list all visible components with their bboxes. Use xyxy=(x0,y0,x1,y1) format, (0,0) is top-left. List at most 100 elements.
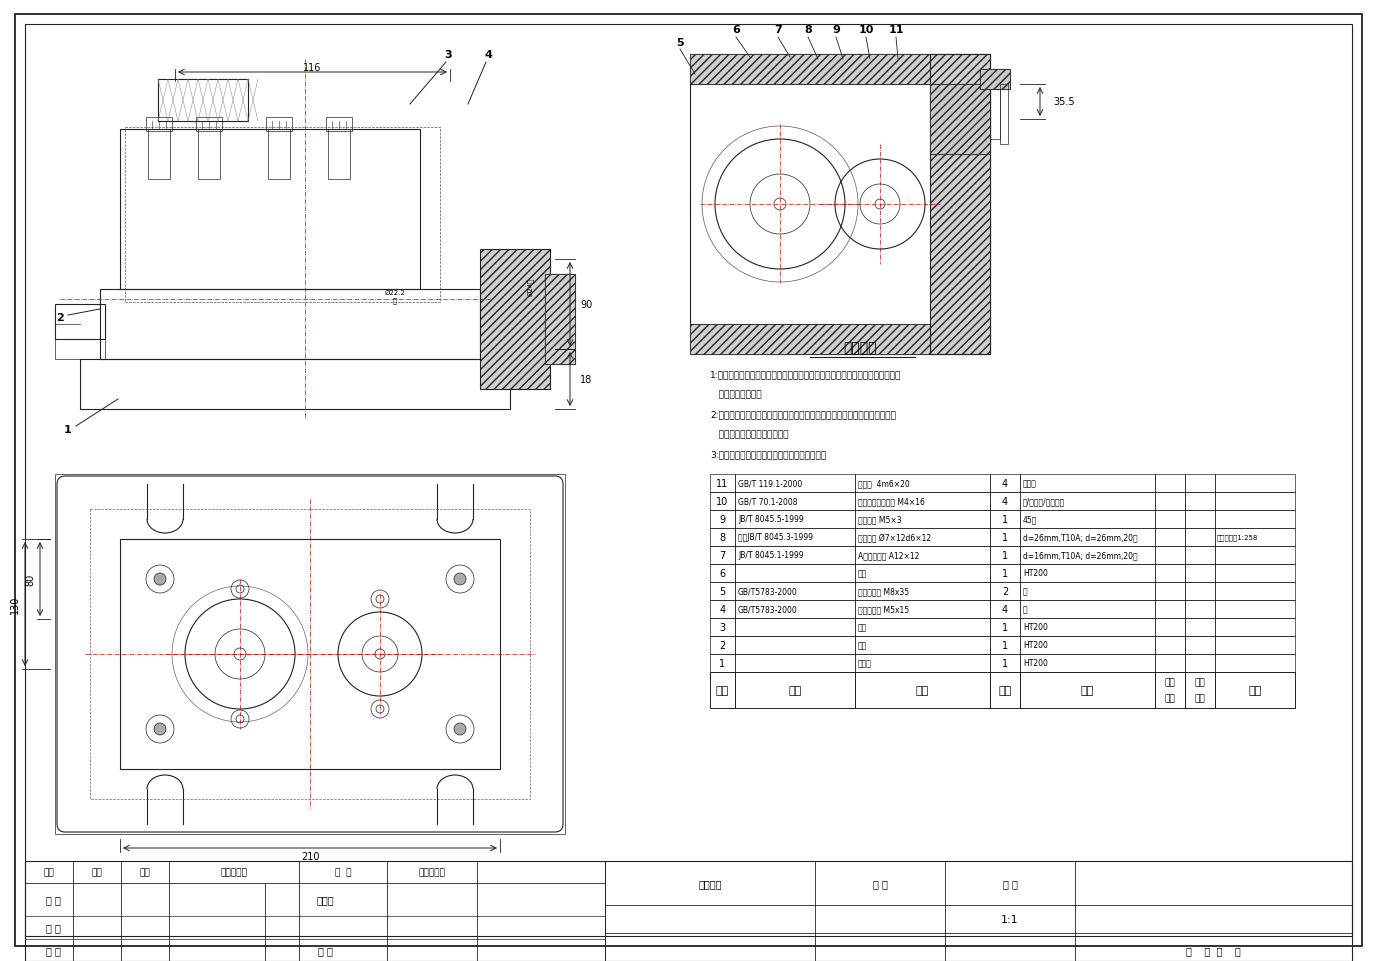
Text: Ø24孔: Ø24孔 xyxy=(526,278,533,296)
Text: JB/T 8045.1-1999: JB/T 8045.1-1999 xyxy=(738,551,804,560)
Text: 选用钢衬套1:258: 选用钢衬套1:258 xyxy=(1217,534,1259,541)
Bar xyxy=(980,70,1009,90)
Text: 1: 1 xyxy=(1002,640,1008,651)
Text: d=26mm,T10A; d=26mm,20钢: d=26mm,T10A; d=26mm,20钢 xyxy=(1023,533,1137,542)
Text: 批 准: 批 准 xyxy=(318,945,332,955)
Text: 侧板: 侧板 xyxy=(858,641,868,650)
Text: 单件: 单件 xyxy=(1165,678,1176,687)
Text: GB/T 70.1-2008: GB/T 70.1-2008 xyxy=(738,497,797,506)
Text: 1:进入装配的零件及部件（包括外购件、外协件），均必须具有检验部门的合格: 1:进入装配的零件及部件（包括外购件、外协件），均必须具有检验部门的合格 xyxy=(711,370,902,379)
Text: 材料: 材料 xyxy=(1081,685,1095,695)
Bar xyxy=(711,654,735,673)
Bar xyxy=(1215,510,1294,529)
Bar xyxy=(266,118,292,132)
Circle shape xyxy=(154,574,167,585)
Bar xyxy=(158,80,248,122)
Text: 技术要求: 技术要求 xyxy=(843,340,877,355)
Bar xyxy=(1020,636,1155,654)
Text: 审 核: 审 核 xyxy=(45,922,61,932)
Bar xyxy=(1186,654,1215,673)
Text: 数量: 数量 xyxy=(998,685,1012,695)
Text: 芯轴: 芯轴 xyxy=(858,623,868,631)
Bar xyxy=(1020,475,1155,492)
Bar xyxy=(711,475,735,492)
Bar xyxy=(735,582,855,601)
Text: 圆柱销  4m6×20: 圆柱销 4m6×20 xyxy=(858,479,910,488)
Text: 钻套螺钉 M5×3: 钻套螺钉 M5×3 xyxy=(858,515,902,524)
Text: HT200: HT200 xyxy=(1023,569,1048,578)
Bar xyxy=(1155,547,1186,564)
Bar xyxy=(1186,529,1215,547)
Bar xyxy=(1215,601,1294,618)
Bar xyxy=(855,601,990,618)
Bar xyxy=(326,118,353,132)
Text: 90: 90 xyxy=(580,300,592,309)
Text: 6: 6 xyxy=(733,25,739,35)
Text: GB/T 119.1-2000: GB/T 119.1-2000 xyxy=(738,479,803,488)
Bar xyxy=(711,510,735,529)
Bar xyxy=(980,70,1009,90)
Text: 屑、油污、着色剂和灰尘等。: 屑、油污、着色剂和灰尘等。 xyxy=(711,431,789,439)
Bar xyxy=(1186,636,1215,654)
Text: 共    张  第    张: 共 张 第 张 xyxy=(1186,945,1241,955)
Bar xyxy=(711,492,735,510)
Text: 签  名: 签 名 xyxy=(335,868,351,876)
Bar xyxy=(735,547,855,564)
Bar xyxy=(1020,618,1155,636)
Text: 设 计: 设 计 xyxy=(45,894,61,904)
Bar xyxy=(55,475,565,834)
Text: 快换钻套 Ø7×12d6×12: 快换钻套 Ø7×12d6×12 xyxy=(858,533,931,542)
Bar xyxy=(1215,564,1294,582)
Bar xyxy=(929,85,990,155)
Bar xyxy=(1155,673,1186,708)
Text: 更改文件号: 更改文件号 xyxy=(220,868,248,876)
Bar xyxy=(1186,673,1215,708)
Bar xyxy=(1155,601,1186,618)
Bar xyxy=(1020,564,1155,582)
Text: 六角头螺栓 M8x35: 六角头螺栓 M8x35 xyxy=(858,587,909,596)
Text: 1: 1 xyxy=(1002,532,1008,542)
Bar xyxy=(1186,582,1215,601)
Text: GB/T5783-2000: GB/T5783-2000 xyxy=(738,587,797,596)
Text: 4: 4 xyxy=(719,604,726,614)
Text: 1:1: 1:1 xyxy=(1001,914,1019,924)
Text: 2: 2 xyxy=(719,640,726,651)
Circle shape xyxy=(454,574,465,585)
Text: 2: 2 xyxy=(56,312,63,323)
Bar xyxy=(990,475,1020,492)
Bar xyxy=(711,636,735,654)
Bar xyxy=(1215,618,1294,636)
Bar xyxy=(1020,654,1155,673)
Bar xyxy=(125,128,441,303)
Text: 35.5: 35.5 xyxy=(1053,97,1074,107)
Text: 130: 130 xyxy=(10,595,21,613)
Bar xyxy=(855,547,990,564)
Bar xyxy=(1155,564,1186,582)
Bar xyxy=(690,55,990,355)
Bar xyxy=(147,130,169,180)
Bar xyxy=(711,529,735,547)
Bar xyxy=(1020,601,1155,618)
Bar xyxy=(855,618,990,636)
Text: 1: 1 xyxy=(1002,568,1008,579)
Text: 参照JB/T 8045.3-1999: 参照JB/T 8045.3-1999 xyxy=(738,533,812,542)
Bar xyxy=(101,289,481,359)
Text: 11: 11 xyxy=(888,25,903,35)
Bar xyxy=(1186,564,1215,582)
Bar xyxy=(711,673,735,708)
Text: 处数: 处数 xyxy=(92,868,102,876)
Text: 证方能进行装配。: 证方能进行装配。 xyxy=(711,390,761,399)
Text: A型固定钻套 A12×12: A型固定钻套 A12×12 xyxy=(858,551,920,560)
Bar xyxy=(690,55,929,85)
Text: 3:装配过程中零件不允许碰、磕、划伤和锈蚀。: 3:装配过程中零件不允许碰、磕、划伤和锈蚀。 xyxy=(711,450,826,459)
Bar xyxy=(1215,654,1294,673)
Text: Ø22.2
钻: Ø22.2 钻 xyxy=(384,290,405,304)
Text: 分区: 分区 xyxy=(139,868,150,876)
Bar xyxy=(855,654,990,673)
Text: 钢/不锈钢/有色金属: 钢/不锈钢/有色金属 xyxy=(1023,497,1066,506)
Bar xyxy=(711,601,735,618)
Bar xyxy=(990,636,1020,654)
Bar xyxy=(990,510,1020,529)
Bar xyxy=(735,601,855,618)
Text: 9: 9 xyxy=(719,514,726,525)
